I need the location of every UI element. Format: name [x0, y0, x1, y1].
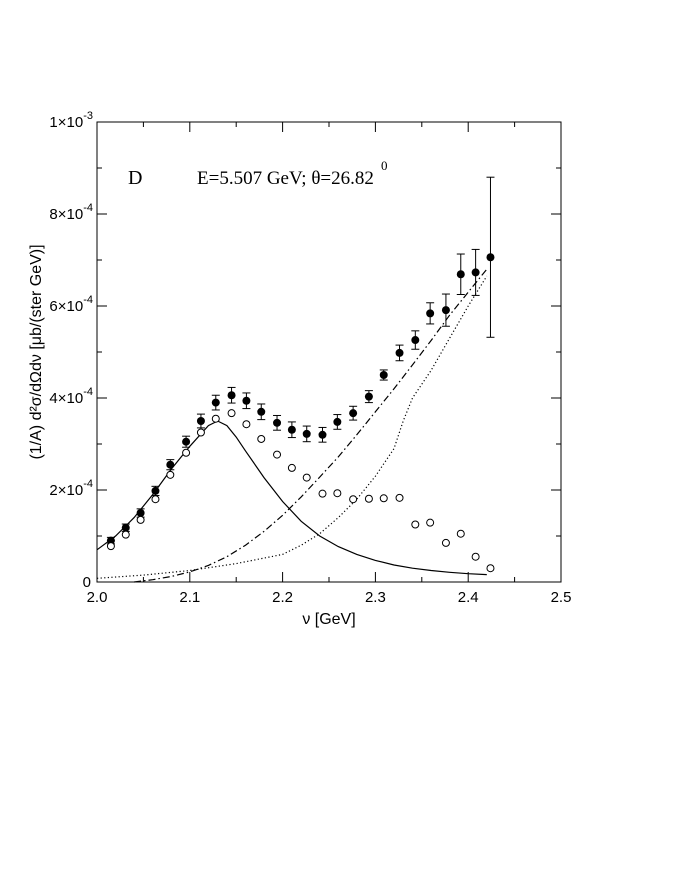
data-point-open — [136, 515, 145, 524]
data-point-open — [166, 470, 175, 479]
data-point-open — [211, 414, 220, 423]
data-point-filled — [257, 407, 266, 416]
data-point-open — [287, 463, 296, 472]
data-point-filled — [349, 409, 358, 418]
data-point-open — [106, 542, 115, 551]
data-point-filled — [273, 418, 282, 427]
data-point-open — [333, 489, 342, 498]
y-tick-label: 6×10-4 — [49, 294, 93, 315]
data-point-filled — [486, 253, 495, 262]
data-point-open — [379, 494, 388, 503]
data-point-open — [242, 420, 251, 429]
x-axis-label: ν [GeV] — [302, 611, 355, 628]
data-point-filled — [136, 509, 145, 517]
plot-frame — [96, 121, 562, 583]
data-point-open — [411, 520, 420, 529]
data-point-filled — [426, 309, 435, 318]
data-point-filled — [379, 371, 388, 379]
data-point-open — [364, 494, 373, 503]
data-point-open — [151, 495, 160, 504]
x-tick-label: 2.1 — [179, 589, 200, 606]
data-point-open — [456, 529, 465, 538]
x-tick-label: 2.0 — [87, 589, 108, 606]
markers — [106, 176, 495, 573]
data-point-open — [426, 518, 435, 527]
data-point-filled — [302, 429, 311, 438]
data-point-filled — [196, 417, 205, 425]
y-tick-label: 8×10-4 — [49, 202, 93, 223]
y-tick-label: 2×10-4 — [49, 478, 93, 499]
data-point-filled — [364, 392, 373, 401]
x-tick-label: 2.4 — [458, 589, 479, 606]
data-point-filled — [121, 523, 130, 532]
data-point-open — [227, 409, 236, 418]
data-point-filled — [211, 398, 220, 407]
data-point-open — [182, 448, 191, 457]
y-tick-label: 4×10-4 — [49, 386, 93, 407]
y-tick-label: 1×10-3 — [49, 110, 93, 131]
x-tick-label: 2.2 — [272, 589, 293, 606]
data-point-filled — [441, 306, 450, 315]
data-point-filled — [166, 460, 175, 469]
axis-ticks — [96, 121, 562, 583]
data-point-filled — [318, 430, 327, 439]
data-point-filled — [456, 270, 465, 279]
curve-dash-dot — [134, 268, 488, 583]
data-point-open — [121, 530, 130, 539]
data-point-filled — [227, 391, 236, 400]
y-axis-label: (1/A) d²σ/dΩdν [μb/(ster GeV)] — [28, 244, 45, 459]
data-point-open — [349, 495, 358, 504]
data-point-open — [486, 564, 495, 573]
data-point-filled — [287, 425, 296, 434]
chart-title: E=5.507 GeV; θ=26.82 — [197, 168, 374, 189]
x-tick-label: 2.5 — [551, 589, 572, 606]
data-point-filled — [151, 486, 160, 495]
data-point-filled — [411, 336, 420, 345]
data-point-filled — [395, 348, 404, 357]
data-point-open — [441, 538, 450, 547]
data-point-filled — [106, 536, 115, 545]
data-point-filled — [333, 417, 342, 426]
data-point-open — [471, 552, 480, 561]
panel-label: D — [128, 167, 142, 189]
data-point-filled — [471, 268, 480, 277]
data-point-open — [395, 493, 404, 502]
data-point-open — [273, 450, 282, 459]
curve-dotted — [96, 275, 488, 579]
data-point-open — [318, 489, 327, 498]
data-point-filled — [242, 396, 251, 405]
chart-title-superscript: 0 — [381, 158, 388, 173]
axis-labels: 2.0 2.1 2.2 2.3 2.4 2.5 0 2×10-4 4×10-4 6×10-4 8×1… — [49, 110, 571, 606]
data-point-open — [302, 473, 311, 482]
x-tick-label: 2.3 — [365, 589, 386, 606]
y-tick-label: 0 — [83, 574, 91, 591]
data-point-open — [257, 434, 266, 443]
data-point-open — [196, 428, 205, 437]
data-point-filled — [182, 437, 191, 446]
